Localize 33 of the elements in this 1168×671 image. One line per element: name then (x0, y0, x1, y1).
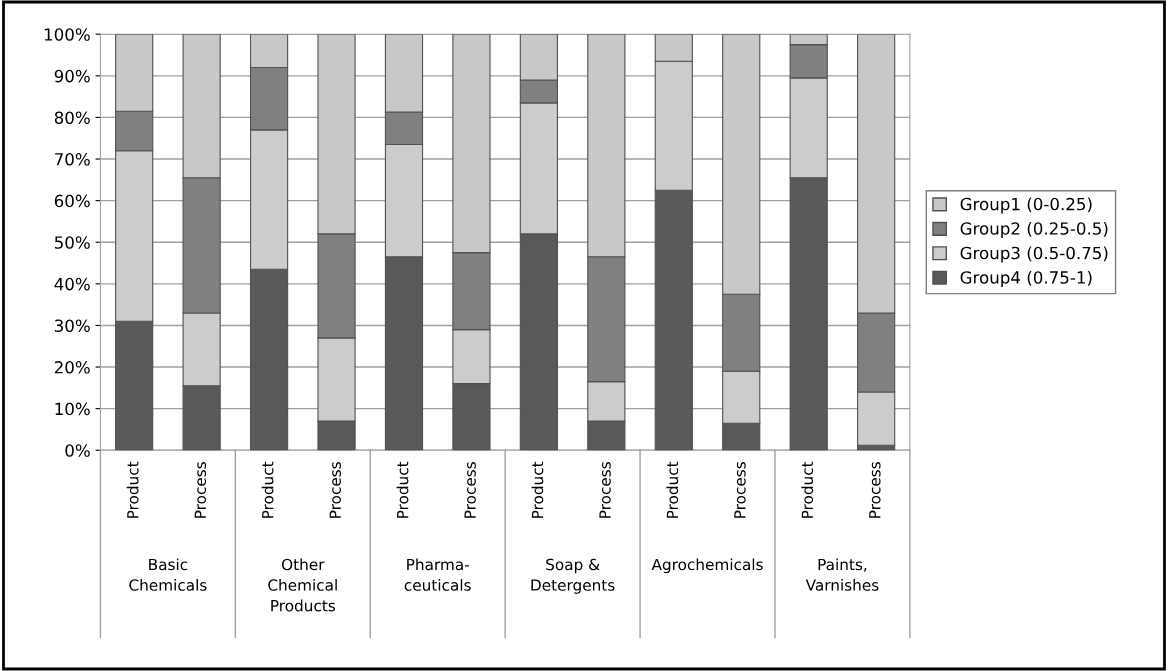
x-tick-label: Process (869, 462, 881, 518)
text: Agrochemicals (651, 558, 763, 574)
x-tick-label: Product (666, 461, 679, 518)
y-tick-label: 40% (54, 277, 90, 291)
x-tick-label: Process (599, 462, 611, 518)
x-tick-label: Product (801, 461, 814, 518)
y-tick-label: 90% (54, 69, 90, 83)
legend-label: Group4 (0.75-1) (960, 270, 1092, 287)
y-tick-label: 70% (55, 152, 90, 166)
x-tick-label: Process (734, 462, 746, 518)
text: Pharma- ceuticals (404, 558, 471, 591)
x-tick-label: Process (329, 462, 341, 518)
x-tick-label: Process (464, 462, 476, 518)
x-tick-label: Product (396, 461, 409, 518)
y-tick-label: 100% (44, 28, 90, 41)
text: Basic Chemicals (129, 558, 207, 591)
x-tick-label: Process (194, 462, 207, 518)
y-tick-label: 80% (54, 111, 90, 124)
y-tick-label: 0% (65, 444, 90, 457)
x-tick-label: Product (126, 461, 139, 518)
text: Soap & Detergents (531, 558, 615, 594)
y-tick-label: 50% (54, 236, 90, 249)
y-tick-label: 60% (54, 194, 90, 208)
y-tick-label: 10% (55, 402, 90, 416)
legend-label: Group3 (0.5-0.75) (960, 246, 1108, 263)
y-tick-label: 20% (54, 361, 90, 374)
text: Other Chemical Products (268, 558, 337, 612)
x-tick-label: Product (531, 461, 544, 518)
text: Paints, Varnishes (805, 558, 879, 591)
legend-label: Group1 (0-0.25) (960, 197, 1092, 214)
y-tick-label: 30% (54, 319, 90, 332)
legend-label: Group2 (0.25-0.5) (960, 221, 1108, 239)
x-tick-label: Product (261, 461, 274, 518)
